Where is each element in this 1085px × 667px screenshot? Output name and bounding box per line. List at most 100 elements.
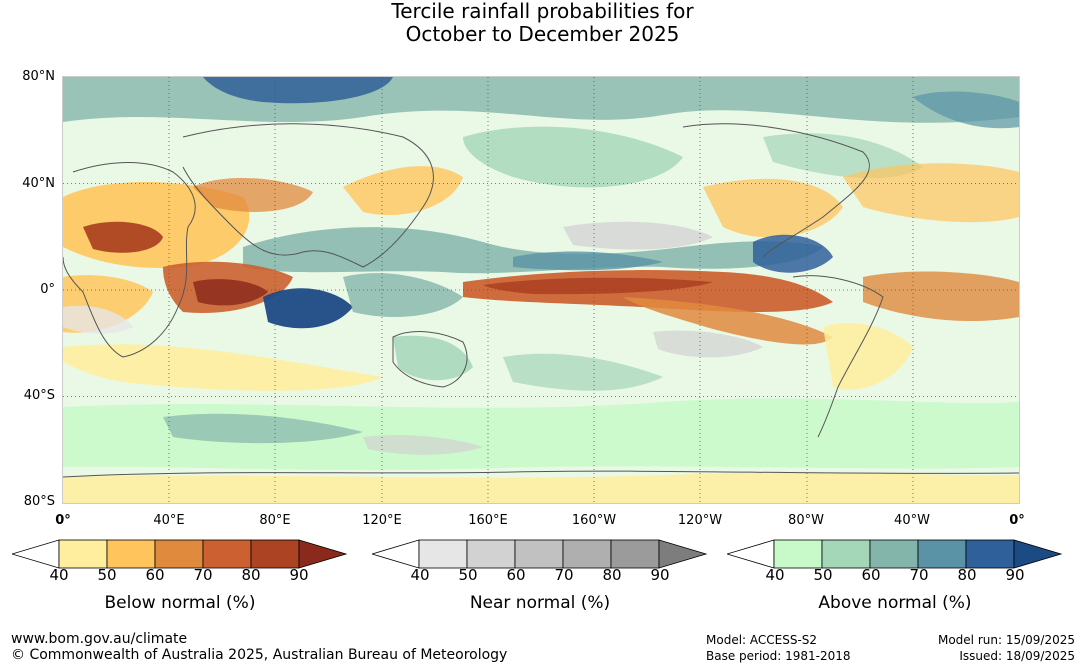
rainfall-probability-map xyxy=(62,76,1020,504)
map-title: Tercile rainfall probabilities for Octob… xyxy=(0,0,1085,46)
south-pacific-wet xyxy=(503,353,663,391)
colorbar-segment xyxy=(917,539,967,569)
arctic-wet-region xyxy=(63,77,1019,123)
near-normal-tick: 80 xyxy=(602,566,622,584)
eurasia-coastline xyxy=(182,123,434,268)
near-normal-title: Near normal (%) xyxy=(469,593,611,613)
near-normal-tick: 90 xyxy=(650,566,670,584)
below-normal-colorbar-graphic xyxy=(12,539,348,569)
tropical-north-wet-belt xyxy=(243,227,823,274)
above-normal-title: Above normal (%) xyxy=(818,593,972,613)
antarctica-coastline xyxy=(63,470,1019,478)
colorbar-end-triangle xyxy=(1013,539,1063,569)
lon-label-120w: 120°W xyxy=(677,513,723,528)
colorbar-segment xyxy=(773,539,823,569)
colorbar-segment xyxy=(154,539,204,569)
north-pacific-near-normal xyxy=(563,221,713,250)
colorbar-segment xyxy=(250,539,300,569)
colorbar-segment xyxy=(869,539,919,569)
footer-url: www.bom.gov.au/climate xyxy=(11,631,188,647)
footer-base-period: Base period: 1981-2018 xyxy=(706,649,851,663)
south-america-coastline xyxy=(792,275,884,438)
below-normal-tick: 80 xyxy=(241,566,261,584)
australia-wet xyxy=(393,335,473,381)
colorbar-start-triangle xyxy=(372,539,420,569)
colorbar-end-triangle xyxy=(298,539,348,569)
south-indian-ocean-dry xyxy=(63,344,383,391)
below-normal-colorbar xyxy=(12,539,348,569)
above-normal-tick: 90 xyxy=(1005,566,1025,584)
arctic-wet-east xyxy=(913,91,1019,129)
colorbar-end-triangle xyxy=(658,539,708,569)
footer-model-run: Model run: 15/09/2025 xyxy=(937,633,1075,647)
lon-label-40w: 40°W xyxy=(894,513,930,528)
below-normal-title: Below normal (%) xyxy=(104,593,256,613)
colorbar-segment xyxy=(418,539,468,569)
colorbar-segment xyxy=(562,539,612,569)
colorbar-segment xyxy=(466,539,516,569)
title-line-2: October to December 2025 xyxy=(405,22,680,46)
colorbar-segment xyxy=(965,539,1015,569)
above-normal-tick: 80 xyxy=(957,566,977,584)
footer-copyright: © Commonwealth of Australia 2025, Austra… xyxy=(11,647,508,663)
lat-label-80n: 80°N xyxy=(22,69,55,84)
lon-label-160e: 160°E xyxy=(468,513,508,528)
above-normal-colorbar-graphic xyxy=(727,539,1063,569)
central-asia-dry xyxy=(193,177,313,212)
southern-ocean-wet-core xyxy=(163,413,363,444)
footer-model: Model: ACCESS-S2 xyxy=(706,633,818,647)
north-america-south-dry xyxy=(703,178,843,238)
colorbar-segment xyxy=(202,539,252,569)
siberia-wet-region xyxy=(203,77,393,104)
colorbar-segment xyxy=(106,539,156,569)
lat-label-40s: 40°S xyxy=(23,388,55,403)
africa-coastline xyxy=(63,162,196,358)
north-pacific-wet xyxy=(463,126,683,188)
south-pacific-near-normal xyxy=(653,330,763,358)
southern-ocean-wet xyxy=(63,398,1019,471)
near-normal-tick: 60 xyxy=(506,566,526,584)
southern-ocean-near-normal xyxy=(363,435,483,455)
near-normal-colorbar-graphic xyxy=(372,539,708,569)
lon-label-80e: 80°E xyxy=(259,513,291,528)
coastlines xyxy=(63,123,1019,478)
near-normal-tick: 70 xyxy=(554,566,574,584)
near-normal-tick: 40 xyxy=(410,566,430,584)
above-normal-tick: 50 xyxy=(813,566,833,584)
below-normal-tick: 70 xyxy=(193,566,213,584)
north-atlantic-dry xyxy=(843,163,1019,223)
lat-label-40n: 40°N xyxy=(22,176,55,191)
caribbean-wet xyxy=(753,234,833,273)
lon-label-80w: 80°W xyxy=(788,513,824,528)
maritime-continent-wet xyxy=(343,273,463,317)
lon-label-0-east: 0° xyxy=(1009,513,1025,528)
equatorial-atlantic-dry xyxy=(863,271,1019,322)
central-pacific-wet xyxy=(513,251,663,271)
southwest-africa-near-normal xyxy=(63,305,133,334)
lon-label-120e: 120°E xyxy=(362,513,402,528)
colorbar-start-triangle xyxy=(727,539,775,569)
colorbar-segment xyxy=(821,539,871,569)
below-normal-tick: 60 xyxy=(145,566,165,584)
below-normal-tick: 40 xyxy=(49,566,69,584)
lat-label-equator: 0° xyxy=(40,282,55,297)
north-america-coastline xyxy=(682,123,870,258)
colorbar-segment xyxy=(514,539,564,569)
lon-label-160w: 160°W xyxy=(571,513,617,528)
near-normal-colorbar xyxy=(372,539,708,569)
lon-label-0-west: 0° xyxy=(55,513,71,528)
graticule xyxy=(63,77,1019,503)
near-normal-tick: 50 xyxy=(458,566,478,584)
above-normal-tick: 70 xyxy=(909,566,929,584)
lat-label-80s: 80°S xyxy=(23,494,55,509)
west-indian-ocean-very-dry xyxy=(193,279,268,306)
southeast-pacific-dry xyxy=(623,297,833,345)
footer-issued: Issued: 18/09/2025 xyxy=(959,649,1075,663)
sahel-very-dry xyxy=(83,221,163,253)
antarctic-dry xyxy=(63,472,1019,503)
colorbar-segment xyxy=(610,539,660,569)
below-normal-tick: 90 xyxy=(289,566,309,584)
above-normal-tick: 40 xyxy=(765,566,785,584)
lon-label-40e: 40°E xyxy=(153,513,185,528)
north-america-wet xyxy=(763,133,923,179)
